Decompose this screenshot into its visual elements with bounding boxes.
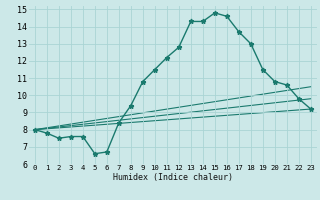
X-axis label: Humidex (Indice chaleur): Humidex (Indice chaleur): [113, 173, 233, 182]
